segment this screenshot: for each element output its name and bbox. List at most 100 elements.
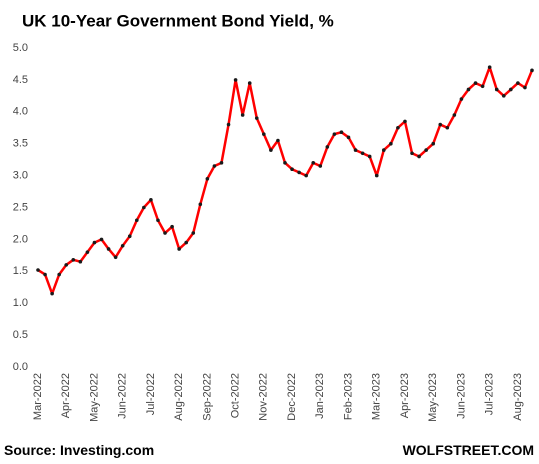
- point: [353, 148, 358, 152]
- point: [78, 259, 83, 264]
- y-tick-label: 2.5: [13, 201, 28, 213]
- point: [269, 148, 273, 152]
- point: [346, 135, 351, 140]
- x-tick-label: Mar-2022: [32, 373, 44, 420]
- x-tick-label: Jan-2023: [314, 373, 326, 419]
- point: [452, 113, 457, 117]
- y-tick-label: 2.0: [13, 233, 28, 245]
- point: [445, 125, 450, 130]
- point: [403, 119, 407, 124]
- point: [226, 122, 231, 127]
- x-tick-label: May-2022: [88, 373, 100, 422]
- point: [170, 224, 174, 229]
- point: [374, 173, 379, 178]
- point: [149, 198, 153, 202]
- x-tick-label: Jul-2023: [484, 373, 496, 415]
- point: [382, 148, 386, 152]
- y-tick-label: 1.0: [13, 297, 28, 309]
- point: [389, 141, 393, 146]
- source: Source: Investing.com: [4, 442, 154, 458]
- point: [120, 243, 125, 248]
- y-tick-label: 5.0: [13, 42, 28, 54]
- y-tick-label: 3.0: [13, 170, 28, 182]
- point: [339, 130, 344, 135]
- point: [142, 205, 146, 210]
- x-tick-label: Aug-2022: [173, 373, 185, 421]
- point: [332, 132, 337, 136]
- point: [113, 255, 118, 260]
- point: [410, 151, 414, 156]
- y-tick-label: 3.5: [13, 138, 28, 150]
- point: [191, 231, 196, 235]
- point: [480, 84, 485, 89]
- x-tick-label: Jun-2022: [117, 373, 129, 419]
- point: [360, 151, 365, 156]
- point: [212, 164, 217, 168]
- point: [501, 94, 506, 98]
- point: [509, 87, 513, 92]
- point: [487, 65, 492, 69]
- point: [92, 240, 97, 245]
- point: [43, 272, 47, 277]
- x-tick-label: Oct-2022: [230, 373, 242, 418]
- point: [396, 125, 400, 130]
- point: [283, 161, 287, 165]
- x-tick-label: Apr-2023: [399, 373, 411, 418]
- point: [50, 291, 54, 296]
- point: [325, 145, 330, 149]
- point: [276, 138, 280, 143]
- x-tick-label: Feb-2023: [342, 373, 354, 420]
- x-tick-label: Aug-2023: [512, 373, 524, 421]
- point: [85, 250, 90, 254]
- x-tick-label: Jun-2023: [455, 373, 467, 419]
- point: [254, 116, 259, 120]
- point: [262, 132, 266, 136]
- point: [494, 87, 499, 92]
- point: [219, 161, 224, 165]
- point: [367, 154, 372, 159]
- point: [311, 161, 316, 165]
- y-tick-label: 0.5: [13, 329, 28, 341]
- point: [304, 173, 308, 178]
- point: [290, 167, 294, 172]
- point: [71, 258, 76, 262]
- chart-title: UK 10-Year Government Bond Yield, %: [22, 11, 334, 30]
- point: [523, 85, 527, 90]
- point: [233, 78, 238, 82]
- point: [135, 218, 139, 223]
- point: [438, 122, 443, 127]
- point: [240, 113, 245, 117]
- y-tick-label: 1.5: [13, 265, 28, 277]
- point: [417, 154, 421, 159]
- point: [459, 97, 464, 101]
- x-tick-label: Dec-2022: [286, 373, 298, 421]
- point: [99, 237, 104, 242]
- point: [163, 231, 167, 235]
- point: [530, 68, 534, 73]
- point: [424, 148, 428, 152]
- point: [156, 218, 160, 223]
- x-tick-label: Jul-2022: [145, 373, 157, 415]
- point: [466, 87, 471, 92]
- x-tick-label: Nov-2022: [258, 373, 270, 421]
- x-tick-label: Mar-2023: [371, 373, 383, 420]
- point: [127, 234, 132, 239]
- x-tick-label: Sep-2022: [201, 373, 213, 421]
- point: [184, 240, 188, 245]
- point: [198, 202, 203, 207]
- point: [297, 170, 301, 175]
- point: [431, 141, 436, 146]
- point: [106, 247, 111, 251]
- point: [57, 272, 61, 277]
- point: [205, 176, 210, 181]
- y-tick-label: 0.0: [13, 361, 28, 373]
- point: [64, 263, 69, 267]
- x-tick-label: Apr-2022: [60, 373, 72, 418]
- point: [247, 81, 252, 85]
- point: [473, 81, 478, 85]
- x-tick-label: May-2023: [427, 373, 439, 422]
- point: [516, 81, 520, 85]
- y-tick-label: 4.5: [13, 74, 28, 86]
- line: [37, 65, 534, 295]
